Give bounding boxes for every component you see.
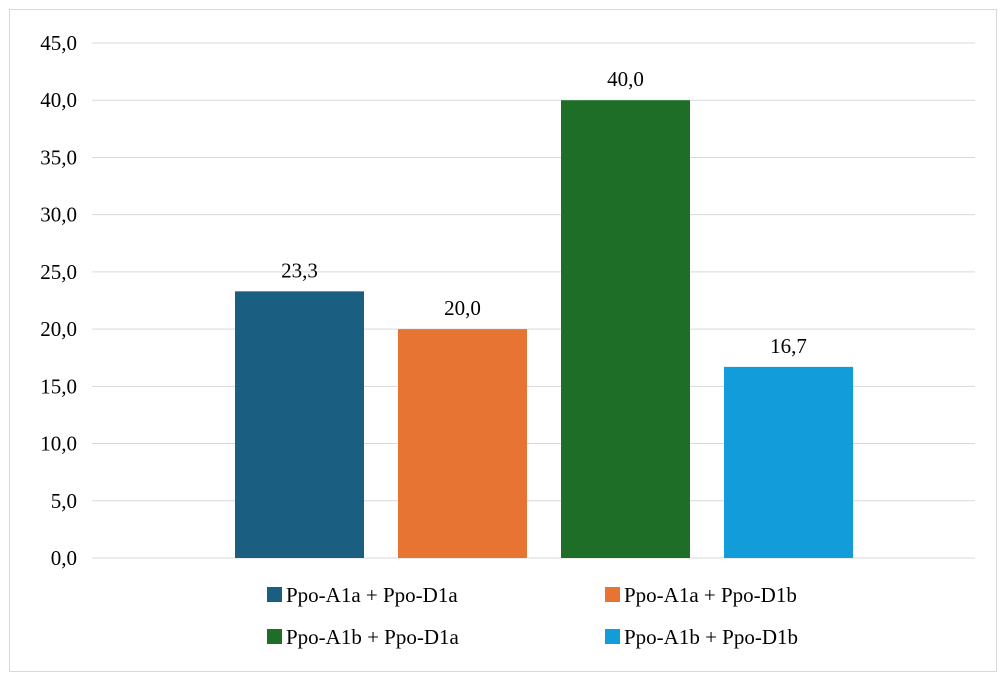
bar	[235, 291, 364, 558]
bar	[398, 329, 527, 558]
data-label: 23,3	[281, 258, 318, 282]
legend-swatch	[267, 629, 282, 644]
y-tick-label: 40,0	[40, 88, 77, 112]
y-tick-label: 5,0	[51, 489, 77, 513]
legend-label: Ppo-A1a + Ppo-D1b	[624, 583, 797, 607]
legend-label: Ppo-A1b + Ppo-D1b	[624, 625, 798, 649]
data-label: 20,0	[444, 296, 481, 320]
bar	[561, 100, 690, 558]
y-tick-label: 30,0	[40, 203, 77, 227]
y-tick-label: 10,0	[40, 432, 77, 456]
legend-label: Ppo-A1a + Ppo-D1a	[286, 583, 458, 607]
legend-swatch	[605, 587, 620, 602]
data-labels: 23,3 20,0 40,0 16,7	[281, 67, 807, 358]
legend-swatch	[267, 587, 282, 602]
y-tick-label: 25,0	[40, 260, 77, 284]
legend-swatch	[605, 629, 620, 644]
y-tick-label: 15,0	[40, 374, 77, 398]
legend-label: Ppo-A1b + Ppo-D1a	[286, 625, 460, 649]
legend: Ppo-A1a + Ppo-D1a Ppo-A1a + Ppo-D1b Ppo-A1…	[267, 583, 798, 649]
y-axis-ticks: 0,0 5,0 10,0 15,0 20,0 25,0 30,0 35,0 40,0 45,0	[40, 31, 77, 570]
bars	[235, 100, 853, 558]
y-tick-label: 45,0	[40, 31, 77, 55]
y-tick-label: 35,0	[40, 145, 77, 169]
y-tick-label: 20,0	[40, 317, 77, 341]
bar	[724, 366, 853, 558]
data-label: 16,7	[770, 334, 807, 358]
data-label: 40,0	[607, 67, 644, 91]
y-tick-label: 0,0	[51, 546, 77, 570]
